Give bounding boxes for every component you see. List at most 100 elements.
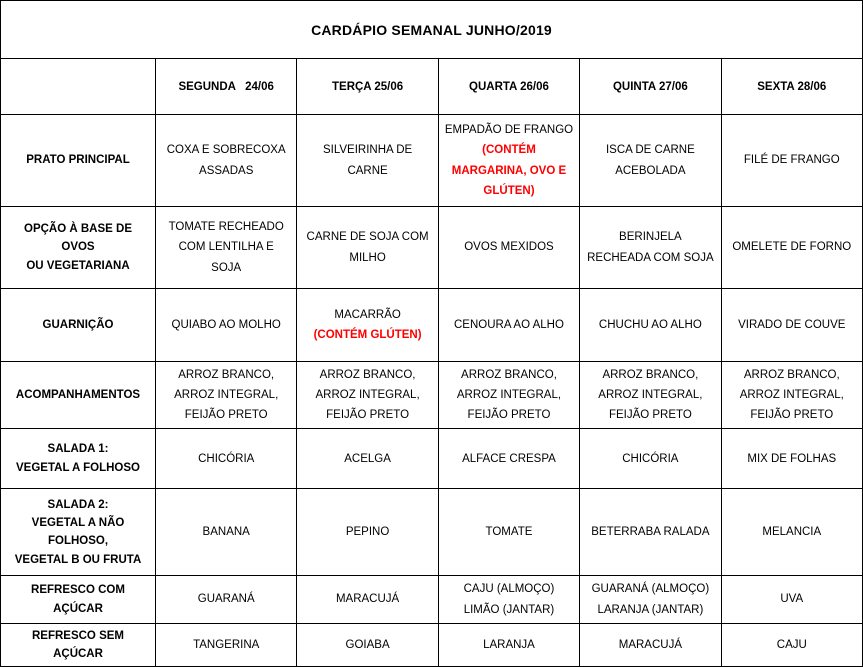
menu-cell: LARANJA xyxy=(437,622,581,667)
cell-text: GUARANÁ xyxy=(197,593,255,606)
row-guarnicao: GUARNIÇÃO QUIABO AO MOLHO MACARRÃO (CONTÉ… xyxy=(0,288,863,362)
corner-cell xyxy=(0,58,156,115)
menu-cell: ALFACE CRESPA xyxy=(437,428,581,490)
menu-cell: ARROZ BRANCO, ARROZ INTEGRAL, FEIJÃO PRE… xyxy=(720,360,863,430)
row-label-opcao-ovos-vegetariana: OPÇÃO À BASE DE OVOS OU VEGETARIANA xyxy=(0,206,156,289)
menu-cell: QUIABO AO MOLHO xyxy=(154,288,298,362)
menu-cell: ARROZ BRANCO, ARROZ INTEGRAL, FEIJÃO PRE… xyxy=(579,360,722,430)
menu-cell: UVA xyxy=(720,575,863,624)
menu-cell: OVOS MEXIDOS xyxy=(437,206,581,289)
cell-text: COXA E SOBRECOXA ASSADAS xyxy=(166,144,286,177)
cell-text: QUIABO AO MOLHO xyxy=(171,318,281,331)
row-acompanhamentos: ACOMPANHAMENTOS ARROZ BRANCO, ARROZ INTE… xyxy=(0,360,863,430)
title-row: CARDÁPIO SEMANAL JUNHO/2019 xyxy=(0,0,863,59)
cell-text: MIX DE FOLHAS xyxy=(747,452,837,465)
menu-cell: TOMATE RECHEADO COM LENTILHA E SOJA xyxy=(154,206,298,289)
cell-text: MACARRÃO xyxy=(334,308,401,321)
cell-text: ALFACE CRESPA xyxy=(462,452,556,465)
menu-cell: MELANCIA xyxy=(720,488,863,577)
menu-cell: CENOURA AO ALHO xyxy=(437,288,581,362)
menu-cell: MARACUJÁ xyxy=(296,575,439,624)
allergen-note: (CONTÉM GLÚTEN) xyxy=(313,329,422,341)
day-header-quinta: QUINTA 27/06 xyxy=(579,58,722,115)
cell-text: CENOURA AO ALHO xyxy=(454,318,564,331)
cell-text: ARROZ BRANCO, ARROZ INTEGRAL, FEIJÃO PRE… xyxy=(598,369,703,422)
cell-text: EMPADÃO DE FRANGO xyxy=(444,124,574,137)
cell-text: CARNE DE SOJA COM MILHO xyxy=(306,231,429,264)
row-label-guarnicao: GUARNIÇÃO xyxy=(0,288,156,362)
cell-text: MELANCIA xyxy=(762,526,822,539)
day-header-segunda: SEGUNDA 24/06 xyxy=(154,58,298,115)
day-header-sexta: SEXTA 28/06 xyxy=(720,58,863,115)
menu-cell: CHUCHU AO ALHO xyxy=(579,288,722,362)
menu-cell: CHICÓRIA xyxy=(579,428,722,490)
cell-text: MARACUJÁ xyxy=(618,638,682,651)
menu-cell: MACARRÃO (CONTÉM GLÚTEN) xyxy=(296,288,439,362)
cell-text: SILVEIRINHA DE CARNE xyxy=(322,144,413,177)
row-label-acompanhamentos: ACOMPANHAMENTOS xyxy=(0,360,156,430)
menu-cell: GOIABA xyxy=(296,622,439,667)
cell-text: LARANJA xyxy=(483,638,535,651)
menu-cell: BANANA xyxy=(154,488,298,577)
row-refresco-com-acucar: REFRESCO COM AÇÚCAR GUARANÁ MARACUJÁ CAJ… xyxy=(0,575,863,624)
row-salada-1: SALADA 1: VEGETAL A FOLHOSO CHICÓRIA ACE… xyxy=(0,428,863,490)
menu-cell: GUARANÁ xyxy=(154,575,298,624)
cell-text: TOMATE RECHEADO COM LENTILHA E SOJA xyxy=(168,221,284,274)
header-row: SEGUNDA 24/06 TERÇA 25/06 QUARTA 26/06 Q… xyxy=(0,58,863,115)
cell-text: CAJU (ALMOÇO) LIMÃO (JANTAR) xyxy=(463,583,555,616)
cell-text: OVOS MEXIDOS xyxy=(464,241,554,254)
row-label-salada-2: SALADA 2: VEGETAL A NÃO FOLHOSO, VEGETAL… xyxy=(0,488,156,577)
cell-text: ACELGA xyxy=(344,452,391,465)
day-header-terca: TERÇA 25/06 xyxy=(296,58,439,115)
row-label-refresco-sem-acucar: REFRESCO SEM AÇÚCAR xyxy=(0,622,156,667)
cell-text: TANGERINA xyxy=(193,638,260,651)
allergen-note: (CONTÉM MARGARINA, OVO E GLÚTEN) xyxy=(451,144,567,197)
menu-cell: TOMATE xyxy=(437,488,581,577)
cell-text: GUARANÁ (ALMOÇO) LARANJA (JANTAR) xyxy=(591,583,710,616)
menu-cell: CAJU (ALMOÇO) LIMÃO (JANTAR) xyxy=(437,575,581,624)
page-title: CARDÁPIO SEMANAL JUNHO/2019 xyxy=(0,0,863,59)
menu-cell: SILVEIRINHA DE CARNE xyxy=(296,114,439,207)
menu-cell: CARNE DE SOJA COM MILHO xyxy=(296,206,439,289)
cell-text: ISCA DE CARNE ACEBOLADA xyxy=(605,144,695,177)
cell-text: ARROZ BRANCO, ARROZ INTEGRAL, FEIJÃO PRE… xyxy=(739,369,844,422)
menu-cell: FILÉ DE FRANGO xyxy=(720,114,863,207)
cell-text: GOIABA xyxy=(345,638,390,651)
menu-cell: MIX DE FOLHAS xyxy=(720,428,863,490)
menu-cell: CAJU xyxy=(720,622,863,667)
menu-cell: MARACUJÁ xyxy=(579,622,722,667)
cell-text: CHUCHU AO ALHO xyxy=(598,318,702,331)
menu-cell: BETERRABA RALADA xyxy=(579,488,722,577)
menu-cell: BERINJELA RECHEADA COM SOJA xyxy=(579,206,722,289)
menu-cell: EMPADÃO DE FRANGO (CONTÉM MARGARINA, OVO … xyxy=(437,114,581,207)
cell-text: OMELETE DE FORNO xyxy=(732,241,852,254)
cell-text: ARROZ BRANCO, ARROZ INTEGRAL, FEIJÃO PRE… xyxy=(315,369,420,422)
row-salada-2: SALADA 2: VEGETAL A NÃO FOLHOSO, VEGETAL… xyxy=(0,488,863,577)
menu-cell: COXA E SOBRECOXA ASSADAS xyxy=(154,114,298,207)
row-label-refresco-com-acucar: REFRESCO COM AÇÚCAR xyxy=(0,575,156,624)
cell-text: VIRADO DE COUVE xyxy=(738,318,846,331)
cell-text: ARROZ BRANCO, ARROZ INTEGRAL, FEIJÃO PRE… xyxy=(456,369,562,422)
menu-cell: ACELGA xyxy=(296,428,439,490)
cell-text: CAJU xyxy=(776,638,807,651)
menu-cell: OMELETE DE FORNO xyxy=(720,206,863,289)
cell-text: UVA xyxy=(780,593,804,606)
row-prato-principal: PRATO PRINCIPAL COXA E SOBRECOXA ASSADAS… xyxy=(0,114,863,207)
day-header-quarta: QUARTA 26/06 xyxy=(437,58,581,115)
menu-cell: VIRADO DE COUVE xyxy=(720,288,863,362)
row-opcao-ovos-vegetariana: OPÇÃO À BASE DE OVOS OU VEGETARIANA TOMA… xyxy=(0,206,863,289)
cell-text: PEPINO xyxy=(345,526,390,539)
menu-cell: GUARANÁ (ALMOÇO) LARANJA (JANTAR) xyxy=(579,575,722,624)
menu-cell: CHICÓRIA xyxy=(154,428,298,490)
row-refresco-sem-acucar: REFRESCO SEM AÇÚCAR TANGERINA GOIABA LAR… xyxy=(0,622,863,667)
menu-cell: ISCA DE CARNE ACEBOLADA xyxy=(579,114,722,207)
row-label-prato-principal: PRATO PRINCIPAL xyxy=(0,114,156,207)
cell-text: CHICÓRIA xyxy=(198,452,255,465)
cell-text: BERINJELA RECHEADA COM SOJA xyxy=(587,231,714,264)
menu-cell: ARROZ BRANCO, ARROZ INTEGRAL, FEIJÃO PRE… xyxy=(437,360,581,430)
cell-text: BETERRABA RALADA xyxy=(591,526,710,539)
menu-cell: ARROZ BRANCO, ARROZ INTEGRAL, FEIJÃO PRE… xyxy=(296,360,439,430)
menu-cell: ARROZ BRANCO, ARROZ INTEGRAL, FEIJÃO PRE… xyxy=(154,360,298,430)
